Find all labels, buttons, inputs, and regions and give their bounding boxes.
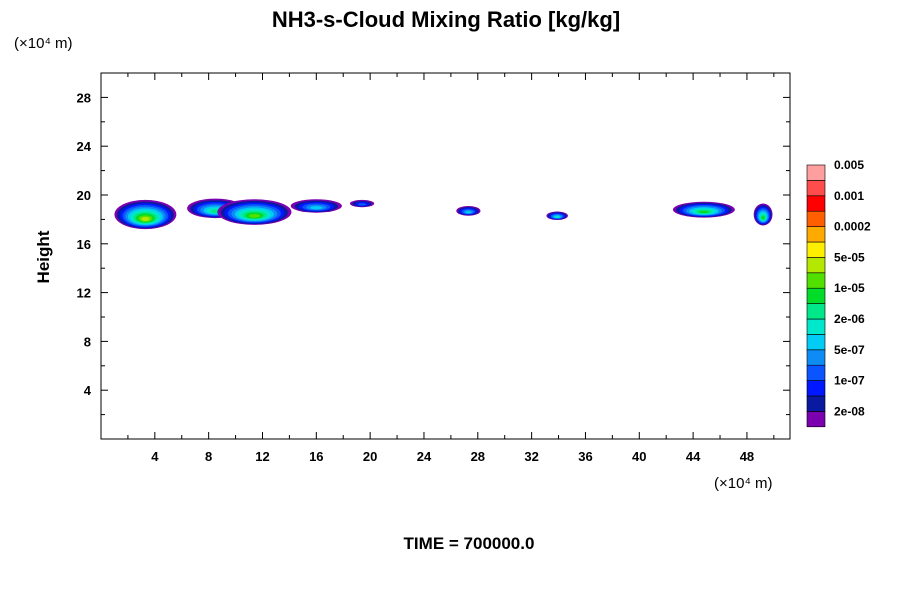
colorbar-swatch bbox=[806, 349, 826, 366]
colorbar-label: 0.005 bbox=[834, 158, 864, 172]
colorbar-swatch bbox=[806, 380, 826, 397]
cloud-blob bbox=[546, 211, 568, 221]
cloud-blob bbox=[349, 199, 375, 208]
cloud-blob bbox=[672, 201, 735, 218]
colorbar-swatch bbox=[806, 395, 826, 412]
colorbar-swatch bbox=[806, 210, 826, 227]
cloud-blob bbox=[753, 203, 773, 226]
colorbar: 2e-08 1e-07 5e-07 2e-06 1e-05 5e-05 0.0002 0.00… bbox=[806, 158, 871, 428]
colorbar-swatch bbox=[806, 257, 826, 274]
colorbar-swatch bbox=[806, 195, 826, 212]
y-tick-label: 24 bbox=[77, 139, 92, 154]
colorbar-swatch bbox=[806, 287, 826, 304]
x-unit-label: (×10⁴ m) bbox=[714, 475, 773, 492]
cloud-blob bbox=[114, 199, 177, 230]
cloud-field bbox=[114, 198, 773, 230]
x-tick-label: 44 bbox=[686, 449, 701, 464]
x-tick-label: 16 bbox=[309, 449, 323, 464]
cloud-blob bbox=[290, 199, 342, 213]
cloud-contour bbox=[465, 210, 472, 214]
x-tick-label: 36 bbox=[578, 449, 592, 464]
x-tick-label: 40 bbox=[632, 449, 646, 464]
colorbar-label: 1e-05 bbox=[834, 281, 865, 295]
x-tick-label: 28 bbox=[471, 449, 485, 464]
cloud-contour bbox=[141, 216, 150, 221]
colorbar-label: 0.001 bbox=[834, 189, 864, 203]
colorbar-label: 0.0002 bbox=[834, 220, 871, 234]
y-axis-label: Height bbox=[34, 230, 53, 283]
colorbar-label: 2e-08 bbox=[834, 404, 865, 418]
y-tick-label: 4 bbox=[84, 383, 92, 398]
colorbar-swatch bbox=[806, 334, 826, 351]
y-tick-label: 16 bbox=[77, 237, 91, 252]
y-axis: 4 8 12 16 20 24 28 bbox=[77, 90, 790, 416]
colorbar-swatch bbox=[806, 180, 826, 197]
x-tick-label: 32 bbox=[524, 449, 538, 464]
x-tick-label: 24 bbox=[417, 449, 432, 464]
x-tick-label: 20 bbox=[363, 449, 377, 464]
plot-frame bbox=[100, 72, 791, 440]
cloud-blob bbox=[217, 199, 292, 225]
cloud-contour bbox=[310, 206, 323, 210]
cloud-contour bbox=[248, 213, 260, 218]
cloud-blob bbox=[456, 205, 481, 216]
chart-title: NH3-s-Cloud Mixing Ratio [kg/kg] bbox=[272, 7, 620, 32]
colorbar-swatch bbox=[806, 318, 826, 335]
colorbar-swatch bbox=[806, 164, 826, 181]
time-label: TIME = 700000.0 bbox=[404, 534, 535, 553]
colorbar-label: 2e-06 bbox=[834, 312, 865, 326]
cloud-contour bbox=[698, 210, 710, 214]
x-tick-label: 4 bbox=[151, 449, 159, 464]
y-tick-label: 12 bbox=[77, 286, 91, 301]
x-tick-label: 8 bbox=[205, 449, 212, 464]
y-tick-label: 28 bbox=[77, 90, 91, 105]
colorbar-swatch bbox=[806, 364, 826, 381]
cloud-contour bbox=[761, 215, 765, 220]
colorbar-label: 5e-07 bbox=[834, 343, 865, 357]
x-tick-label: 12 bbox=[255, 449, 269, 464]
colorbar-swatch bbox=[806, 241, 826, 258]
x-tick-label: 48 bbox=[740, 449, 754, 464]
y-unit-label: (×10⁴ m) bbox=[14, 35, 73, 52]
colorbar-swatch bbox=[806, 411, 826, 428]
y-tick-label: 20 bbox=[77, 188, 91, 203]
colorbar-label: 5e-05 bbox=[834, 250, 865, 264]
cloud-contour bbox=[554, 216, 560, 218]
colorbar-swatch bbox=[806, 226, 826, 243]
cloud-contour bbox=[357, 203, 367, 206]
colorbar-label: 1e-07 bbox=[834, 374, 865, 388]
colorbar-swatch bbox=[806, 272, 826, 289]
colorbar-swatch bbox=[806, 303, 826, 320]
x-axis: 4 8 12 16 20 24 28 32 36 40 44 48 bbox=[127, 73, 775, 464]
y-tick-label: 8 bbox=[84, 334, 91, 349]
